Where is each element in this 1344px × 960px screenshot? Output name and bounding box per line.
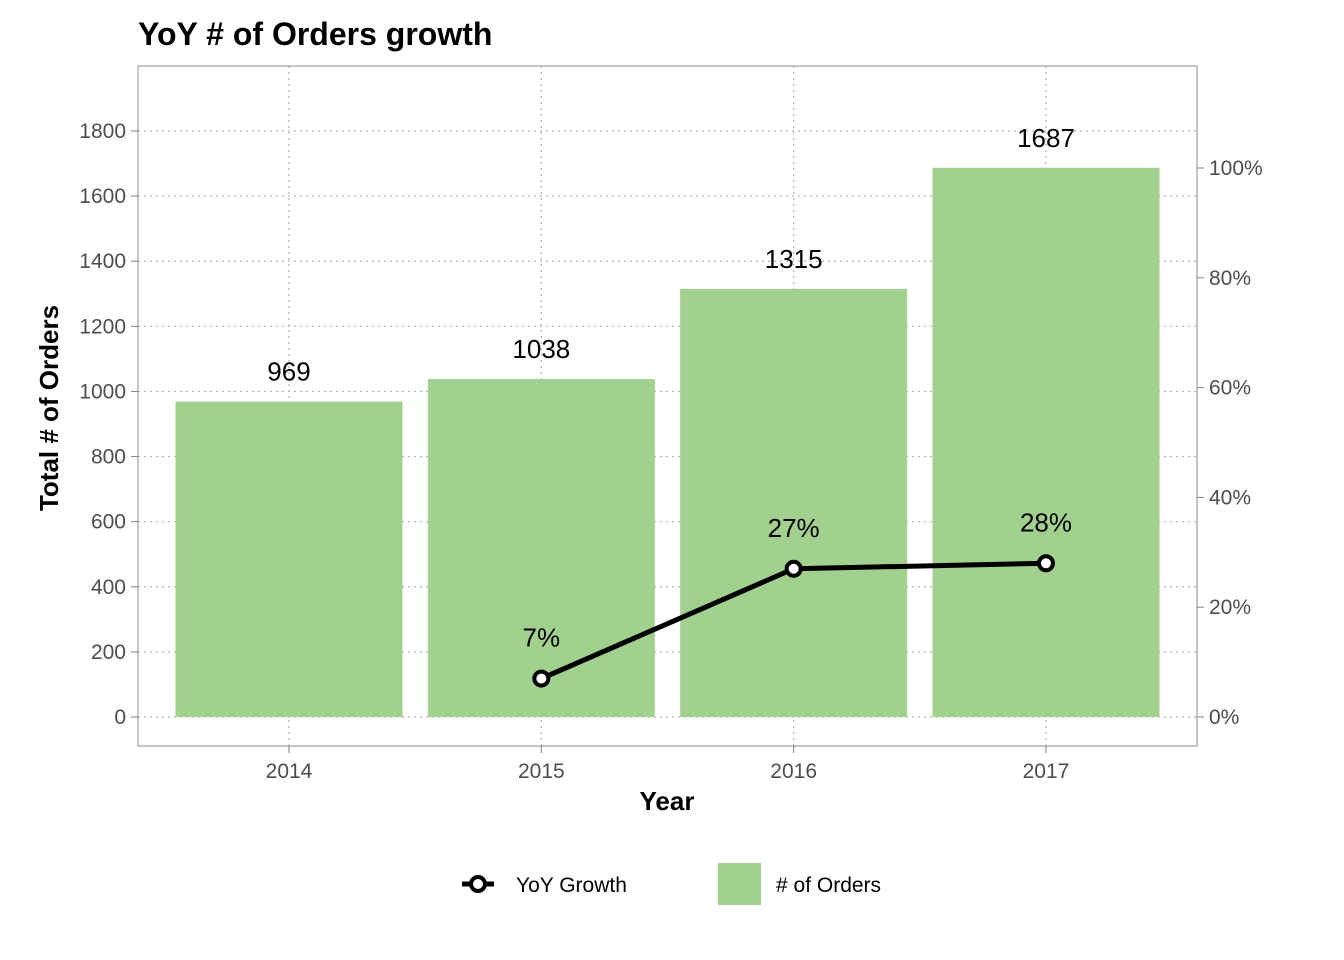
y2-tick-label: 0%	[1209, 706, 1239, 729]
x-tick-label: 2017	[1023, 760, 1070, 783]
x-axis-title: Year	[640, 786, 695, 816]
y2-tick-label: 80%	[1209, 267, 1251, 290]
legend-label-yoy-growth: YoY Growth	[516, 874, 627, 897]
chart-title: YoY # of Orders growth	[138, 16, 492, 52]
y2-tick-label: 100%	[1209, 157, 1263, 180]
bar-data-labels: 969 1038 1315 1687	[267, 123, 1075, 387]
y-tick-label: 1000	[79, 380, 126, 403]
y-tick-label: 1400	[79, 250, 126, 273]
y-axis-ticks: 0 200 400 600 800 1000 1200 1400 1600 1800	[79, 120, 138, 729]
y-tick-label: 1800	[79, 120, 126, 143]
x-tick-label: 2016	[770, 760, 817, 783]
y2-tick-label: 40%	[1209, 486, 1251, 509]
growth-point	[784, 559, 803, 578]
legend-item-yoy-growth: YoY Growth	[462, 874, 627, 897]
y-tick-label: 800	[91, 446, 126, 469]
y2-tick-label: 60%	[1209, 377, 1251, 400]
y-axis-title: Total # of Orders	[34, 305, 64, 511]
y2-axis-ticks: 0% 20% 40% 60% 80% 100%	[1197, 157, 1263, 729]
x-tick-label: 2015	[518, 760, 565, 783]
bar	[175, 401, 403, 717]
growth-point	[1036, 554, 1055, 573]
x-tick-label: 2014	[266, 760, 313, 783]
growth-point	[532, 669, 551, 688]
y-tick-label: 400	[91, 576, 126, 599]
plot-panel-border	[137, 65, 1198, 747]
y2-tick-label: 20%	[1209, 596, 1251, 619]
y-tick-label: 1200	[79, 315, 126, 338]
bar-series	[175, 167, 1160, 717]
y-tick-label: 200	[91, 641, 126, 664]
growth-value-label: 27%	[768, 513, 820, 543]
growth-line-series	[532, 554, 1055, 688]
legend-item-orders: # of Orders	[718, 863, 881, 905]
legend-bar-swatch	[718, 863, 761, 905]
legend-marker-swatch	[469, 875, 487, 893]
y-tick-label: 1600	[79, 185, 126, 208]
y-tick-label: 0	[114, 706, 126, 729]
growth-value-label: 7%	[523, 623, 561, 653]
legend: YoY Growth # of Orders	[462, 863, 881, 905]
legend-label-orders: # of Orders	[776, 874, 881, 897]
bar-value-label: 1038	[512, 334, 570, 364]
bar	[680, 288, 908, 717]
bar	[427, 379, 655, 717]
bar	[932, 167, 1160, 717]
growth-value-label: 28%	[1020, 507, 1072, 537]
bar-value-label: 1687	[1017, 123, 1075, 153]
bar-value-label: 969	[267, 357, 310, 387]
x-gridlines	[288, 66, 1047, 746]
y-tick-label: 600	[91, 511, 126, 534]
bar-value-label: 1315	[765, 244, 823, 274]
growth-data-labels: 7% 27% 28%	[523, 507, 1072, 652]
x-axis-ticks: 2014 2015 2016 2017	[266, 746, 1070, 783]
